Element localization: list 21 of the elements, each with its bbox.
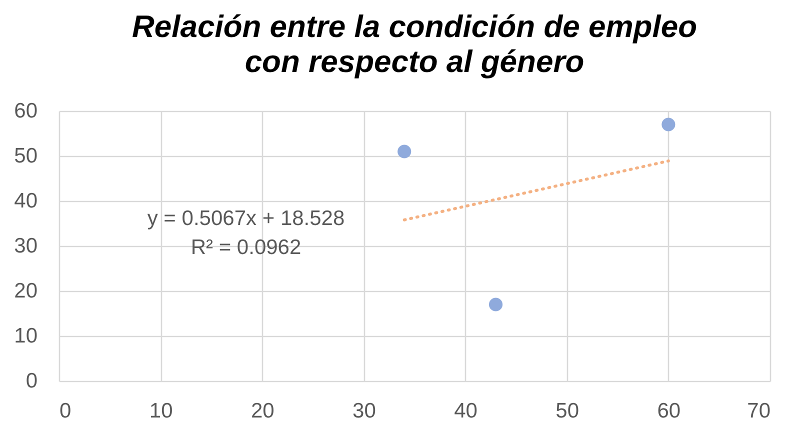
x-tick-label: 40 bbox=[454, 400, 478, 422]
y-tick-label: 30 bbox=[14, 234, 38, 258]
annotation: y = 0.5067x + 18.528 bbox=[147, 207, 345, 230]
x-tick-label: 50 bbox=[556, 400, 580, 422]
x-tick-label: 10 bbox=[149, 400, 173, 422]
point bbox=[488, 298, 503, 312]
x-tick-label: 20 bbox=[250, 400, 274, 422]
x-tick-label: 70 bbox=[747, 400, 770, 422]
y-tick-label: 60 bbox=[14, 100, 38, 122]
y-tick-label: 0 bbox=[26, 370, 38, 392]
y-tick-label: 10 bbox=[14, 324, 38, 348]
point bbox=[662, 118, 676, 132]
chart-title: Relación entre la condición de empleo con respecto al género bbox=[132, 9, 698, 79]
x-tick-label: 30 bbox=[352, 400, 376, 422]
y-tick-label: 20 bbox=[14, 280, 38, 302]
annotation: R² = 0.0962 bbox=[190, 236, 302, 259]
point bbox=[398, 144, 412, 158]
y-tick-label: 40 bbox=[14, 190, 38, 212]
y-tick-label: 50 bbox=[14, 144, 38, 168]
x-tick-label: 0 bbox=[60, 400, 72, 422]
x-tick-label: 60 bbox=[657, 400, 681, 422]
